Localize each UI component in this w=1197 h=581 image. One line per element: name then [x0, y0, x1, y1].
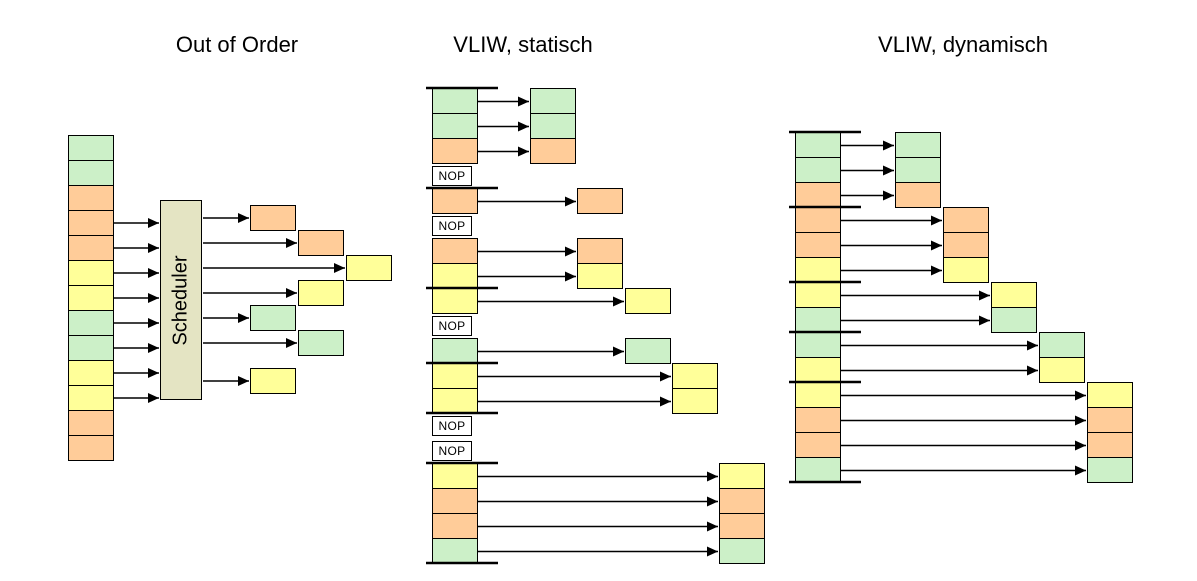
- vliw-dynamic-instruction-cell: [795, 332, 841, 358]
- vliw-static-instruction-cell: [432, 188, 478, 214]
- vliw-dynamic-issue-slot-cell: [1087, 382, 1133, 408]
- ooo-instruction-cell: [68, 335, 114, 361]
- vliw-static-instruction-cell: [432, 388, 478, 414]
- vliw-dynamic-instruction-cell: [795, 432, 841, 458]
- vliw-static-instruction-cell: [432, 488, 478, 514]
- ooo-instruction-cell: [68, 435, 114, 461]
- vliw-static-issue-slot-cell: [530, 113, 576, 139]
- vliw-dynamic-issue-slot-cell: [1039, 357, 1085, 383]
- vliw-dynamic-issue-slot-cell: [1087, 457, 1133, 483]
- vliw-dynamic-issue-slot-cell: [1039, 332, 1085, 358]
- ooo-scheduled-cell: [250, 368, 296, 394]
- ooo-scheduled-cell: [298, 280, 344, 306]
- ooo-scheduled-cell: [250, 305, 296, 331]
- vliw-dynamic-issue-slot-cell: [1087, 407, 1133, 433]
- vliw-dynamic-issue-slot-cell: [943, 232, 989, 258]
- vliw-static-issue-slot-cell: [530, 138, 576, 164]
- ooo-instruction-cell: [68, 135, 114, 161]
- vliw-dynamic-instruction-cell: [795, 232, 841, 258]
- ooo-instruction-cell: [68, 410, 114, 436]
- vliw-static-issue-slot-cell: [577, 238, 623, 264]
- vliw-static-issue-slot-cell: [577, 263, 623, 289]
- ooo-instruction-cell: [68, 160, 114, 186]
- vliw-dynamic-issue-slot-cell: [1087, 432, 1133, 458]
- vliw-static-instruction-cell: [432, 263, 478, 289]
- vliw-static-issue-slot-cell: [719, 463, 765, 489]
- vliw-dynamic-instruction-cell: [795, 357, 841, 383]
- vliw-dynamic-instruction-cell: [795, 282, 841, 308]
- vliw-static-nop-cell: NOP: [432, 441, 472, 461]
- vliw-static-instruction-cell: [432, 363, 478, 389]
- vliw-static-instruction-cell: [432, 238, 478, 264]
- ooo-scheduled-cell: [346, 255, 392, 281]
- vliw-dynamic-instruction-cell: [795, 157, 841, 183]
- ooo-instruction-cell: [68, 285, 114, 311]
- vliw-dynamic-instruction-cell: [795, 207, 841, 233]
- ooo-instruction-cell: [68, 310, 114, 336]
- title-out-of-order: Out of Order: [175, 32, 299, 57]
- ooo-instruction-cell: [68, 235, 114, 261]
- ooo-instruction-cell: [68, 210, 114, 236]
- vliw-static-issue-slot-cell: [719, 488, 765, 514]
- ooo-instruction-cell: [68, 360, 114, 386]
- vliw-dynamic-instruction-cell: [795, 257, 841, 283]
- vliw-dynamic-instruction-cell: [795, 182, 841, 208]
- vliw-static-issue-slot-cell: [719, 513, 765, 539]
- vliw-dynamic-issue-slot-cell: [991, 282, 1037, 308]
- vliw-dynamic-instruction-cell: [795, 307, 841, 333]
- vliw-dynamic-issue-slot-cell: [895, 157, 941, 183]
- vliw-static-nop-cell: NOP: [432, 316, 472, 336]
- vliw-dynamic-issue-slot-cell: [943, 257, 989, 283]
- vliw-static-instruction-cell: [432, 288, 478, 314]
- vliw-static-instruction-cell: [432, 88, 478, 114]
- ooo-instruction-cell: [68, 260, 114, 286]
- vliw-static-issue-slot-cell: [625, 288, 671, 314]
- vliw-dynamic-instruction-cell: [795, 132, 841, 158]
- vliw-static-issue-slot-cell: [719, 538, 765, 564]
- vliw-dynamic-instruction-cell: [795, 382, 841, 408]
- vliw-static-instruction-cell: [432, 463, 478, 489]
- vliw-dynamic-instruction-cell: [795, 457, 841, 483]
- title-vliw-dynamic: VLIW, dynamisch: [878, 32, 1048, 57]
- scheduler-label: Scheduler: [169, 254, 192, 346]
- vliw-dynamic-issue-slot-cell: [895, 182, 941, 208]
- ooo-instruction-cell: [68, 185, 114, 211]
- scheduler-box: Scheduler: [160, 200, 202, 400]
- ooo-scheduled-cell: [298, 330, 344, 356]
- vliw-static-issue-slot-cell: [625, 338, 671, 364]
- vliw-static-issue-slot-cell: [530, 88, 576, 114]
- vliw-dynamic-instruction-cell: [795, 407, 841, 433]
- vliw-dynamic-issue-slot-cell: [991, 307, 1037, 333]
- vliw-static-instruction-cell: [432, 538, 478, 564]
- vliw-static-instruction-cell: [432, 338, 478, 364]
- vliw-dynamic-issue-slot-cell: [895, 132, 941, 158]
- ooo-instruction-cell: [68, 385, 114, 411]
- vliw-static-instruction-cell: [432, 113, 478, 139]
- vliw-static-issue-slot-cell: [672, 388, 718, 414]
- ooo-scheduled-cell: [298, 230, 344, 256]
- vliw-static-nop-cell: NOP: [432, 166, 472, 186]
- vliw-static-issue-slot-cell: [672, 363, 718, 389]
- vliw-dynamic-issue-slot-cell: [943, 207, 989, 233]
- vliw-static-instruction-cell: [432, 513, 478, 539]
- ooo-scheduled-cell: [250, 205, 296, 231]
- title-vliw-static: VLIW, statisch: [453, 32, 593, 57]
- vliw-static-issue-slot-cell: [577, 188, 623, 214]
- vliw-static-instruction-cell: [432, 138, 478, 164]
- vliw-static-nop-cell: NOP: [432, 216, 472, 236]
- vliw-static-nop-cell: NOP: [432, 416, 472, 436]
